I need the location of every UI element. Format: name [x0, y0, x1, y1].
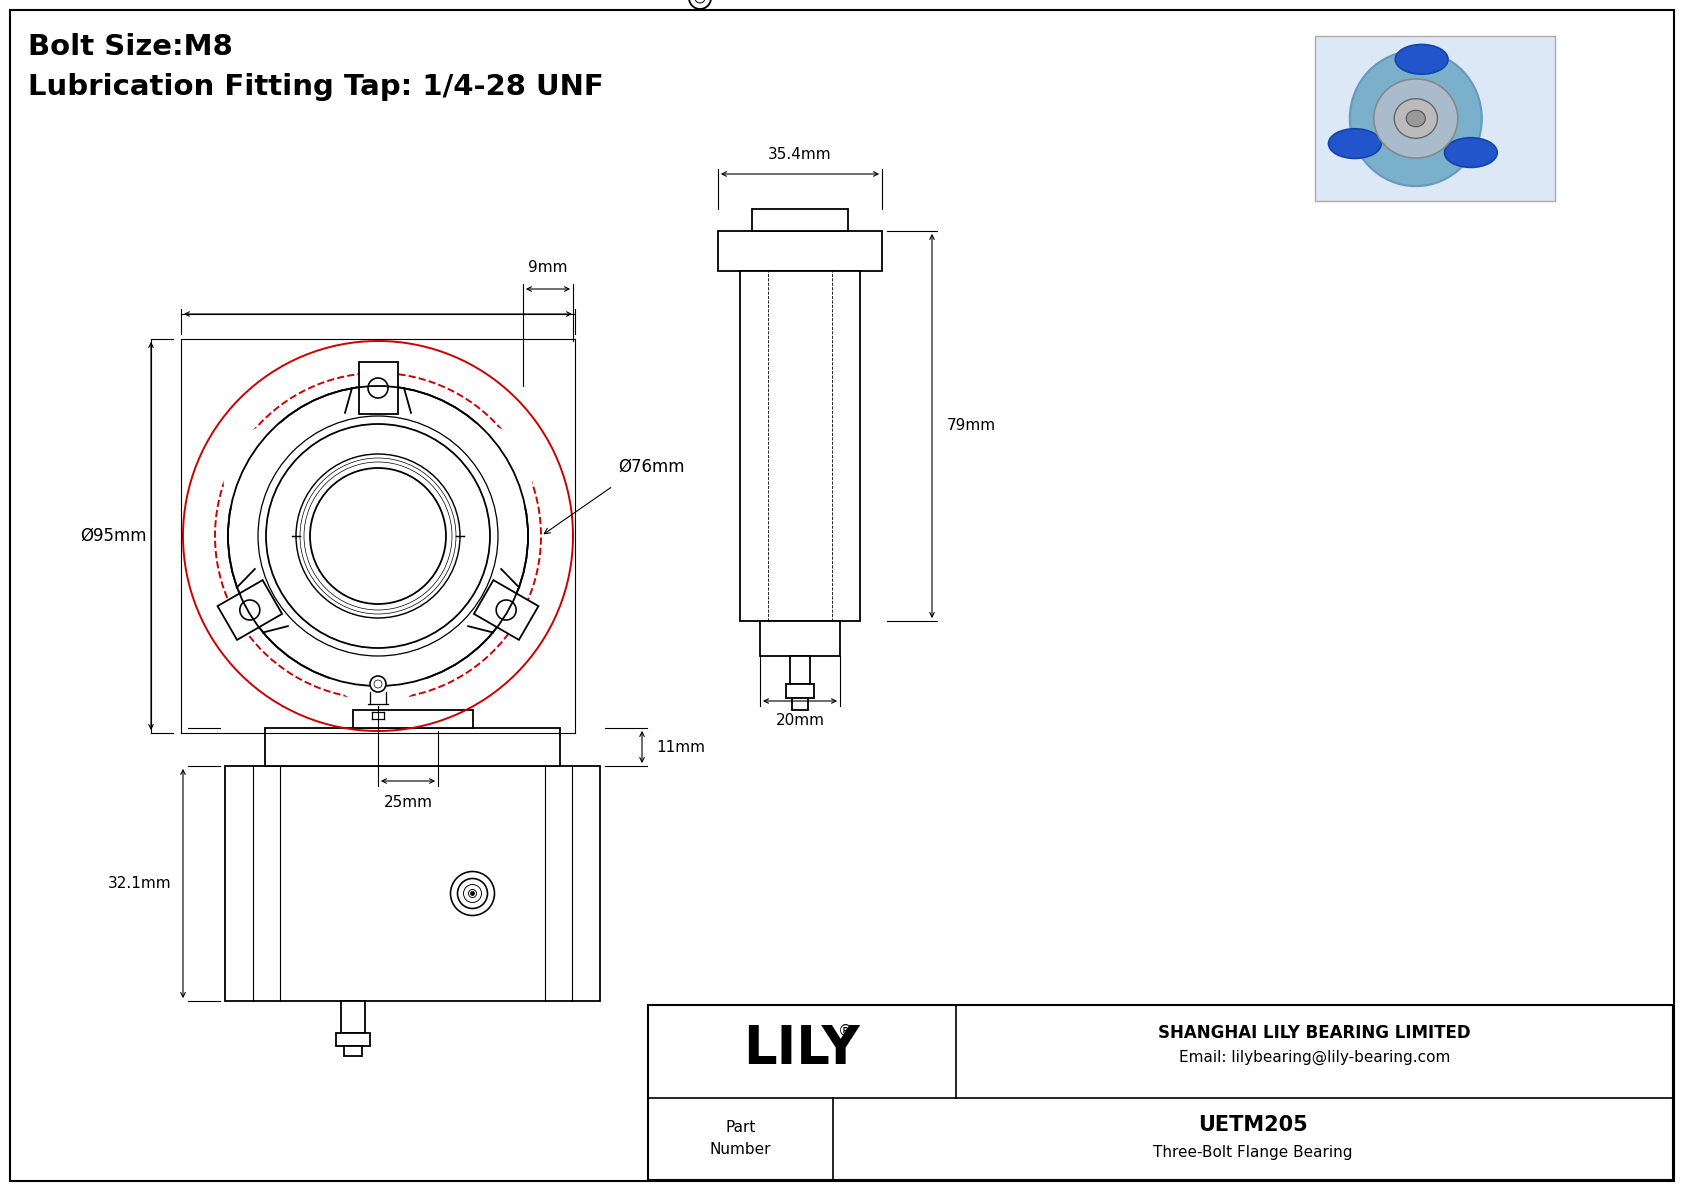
Text: 25mm: 25mm — [384, 796, 433, 810]
Circle shape — [227, 386, 529, 686]
Text: 32.1mm: 32.1mm — [108, 877, 172, 891]
Bar — [753, 208, 849, 231]
Ellipse shape — [1445, 138, 1497, 168]
Text: 20mm: 20mm — [776, 713, 825, 728]
Text: Ø95mm: Ø95mm — [79, 526, 147, 545]
Text: 79mm: 79mm — [946, 418, 997, 434]
Circle shape — [689, 0, 711, 10]
Bar — [335, 1033, 369, 1046]
Ellipse shape — [1406, 111, 1425, 126]
Polygon shape — [217, 580, 283, 640]
Text: 35.4mm: 35.4mm — [768, 146, 832, 162]
Text: Bolt Size:M8: Bolt Size:M8 — [29, 33, 232, 61]
Circle shape — [239, 600, 259, 621]
Ellipse shape — [1329, 129, 1381, 158]
Text: ®: ® — [839, 1024, 854, 1039]
Bar — [791, 698, 808, 710]
Bar — [352, 710, 473, 728]
Text: LILY: LILY — [743, 1023, 861, 1075]
Ellipse shape — [1396, 44, 1448, 74]
Polygon shape — [473, 580, 539, 640]
Text: Ø76mm: Ø76mm — [618, 459, 684, 476]
Circle shape — [369, 378, 387, 398]
Bar — [344, 1046, 362, 1056]
Text: 11mm: 11mm — [657, 740, 706, 755]
Bar — [790, 656, 810, 684]
Text: UETM205: UETM205 — [1197, 1115, 1307, 1135]
Circle shape — [370, 676, 386, 692]
Circle shape — [470, 892, 475, 896]
Bar — [786, 684, 813, 698]
Bar — [759, 621, 840, 656]
Bar — [739, 272, 861, 621]
Circle shape — [423, 424, 532, 534]
Ellipse shape — [1394, 99, 1438, 138]
Polygon shape — [359, 362, 397, 414]
Circle shape — [224, 424, 333, 534]
Bar — [226, 766, 600, 1000]
Text: Part
Number: Part Number — [709, 1121, 771, 1158]
Text: 9mm: 9mm — [529, 260, 568, 275]
Bar — [1315, 36, 1554, 201]
Circle shape — [310, 468, 446, 604]
Text: Three-Bolt Flange Bearing: Three-Bolt Flange Bearing — [1154, 1146, 1352, 1160]
Bar — [340, 1000, 364, 1033]
Circle shape — [323, 596, 433, 706]
Bar — [648, 1005, 1672, 1180]
Bar — [264, 728, 561, 766]
Text: SHANGHAI LILY BEARING LIMITED: SHANGHAI LILY BEARING LIMITED — [1159, 1024, 1470, 1042]
Ellipse shape — [1374, 79, 1458, 158]
Ellipse shape — [1351, 51, 1482, 186]
Circle shape — [497, 600, 517, 621]
Bar — [717, 231, 882, 272]
Text: Lubrication Fitting Tap: 1/4-28 UNF: Lubrication Fitting Tap: 1/4-28 UNF — [29, 73, 605, 101]
Text: Email: lilybearing@lily-bearing.com: Email: lilybearing@lily-bearing.com — [1179, 1049, 1450, 1065]
